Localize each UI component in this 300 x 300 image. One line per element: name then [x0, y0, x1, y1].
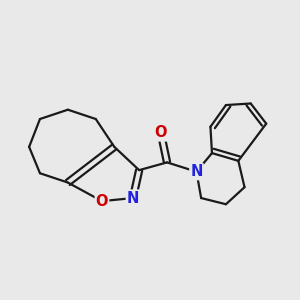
Text: O: O: [154, 125, 167, 140]
Text: N: N: [190, 164, 203, 179]
Text: O: O: [96, 194, 108, 208]
Text: N: N: [127, 190, 139, 206]
